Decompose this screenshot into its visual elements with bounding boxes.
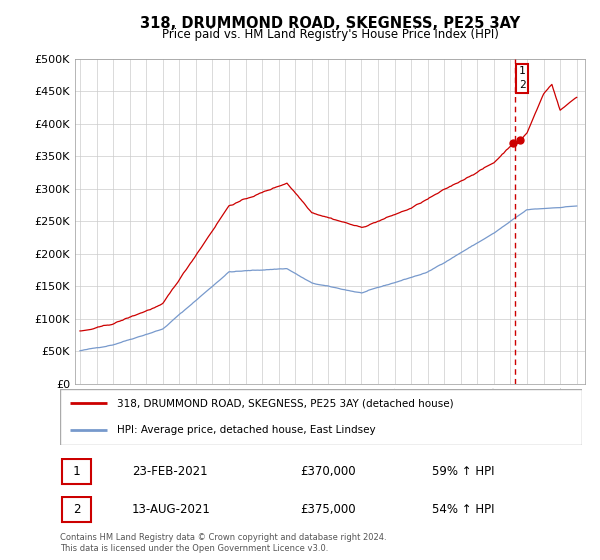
Text: 1
2: 1 2 bbox=[519, 66, 526, 90]
Text: 1: 1 bbox=[73, 465, 80, 478]
Text: 2: 2 bbox=[73, 503, 80, 516]
Text: HPI: Average price, detached house, East Lindsey: HPI: Average price, detached house, East… bbox=[118, 424, 376, 435]
Text: 318, DRUMMOND ROAD, SKEGNESS, PE25 3AY: 318, DRUMMOND ROAD, SKEGNESS, PE25 3AY bbox=[140, 16, 520, 31]
Text: 13-AUG-2021: 13-AUG-2021 bbox=[132, 503, 211, 516]
Text: 59% ↑ HPI: 59% ↑ HPI bbox=[432, 465, 494, 478]
Text: 23-FEB-2021: 23-FEB-2021 bbox=[132, 465, 208, 478]
Text: 318, DRUMMOND ROAD, SKEGNESS, PE25 3AY (detached house): 318, DRUMMOND ROAD, SKEGNESS, PE25 3AY (… bbox=[118, 398, 454, 408]
Text: £375,000: £375,000 bbox=[300, 503, 356, 516]
Text: Contains HM Land Registry data © Crown copyright and database right 2024.
This d: Contains HM Land Registry data © Crown c… bbox=[60, 533, 386, 553]
Text: 54% ↑ HPI: 54% ↑ HPI bbox=[432, 503, 494, 516]
Text: £370,000: £370,000 bbox=[300, 465, 356, 478]
Text: Price paid vs. HM Land Registry's House Price Index (HPI): Price paid vs. HM Land Registry's House … bbox=[161, 28, 499, 41]
